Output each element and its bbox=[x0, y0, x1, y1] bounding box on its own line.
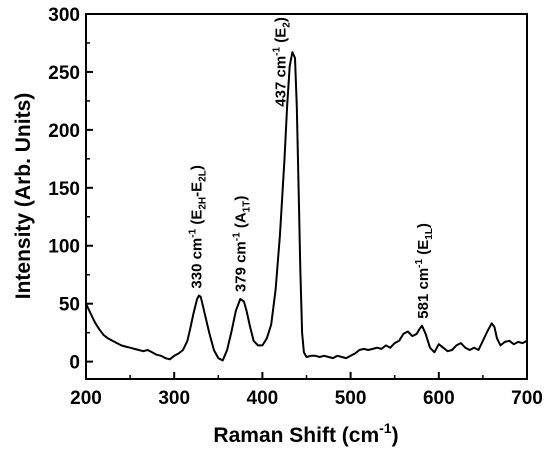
y-tick-label: 100 bbox=[48, 237, 80, 258]
peak-annotation-part: 437 cm bbox=[272, 56, 289, 107]
y-tick-label: 200 bbox=[48, 121, 80, 142]
y-tick-label: 50 bbox=[59, 295, 80, 316]
peak-annotation-part: -1 bbox=[271, 46, 282, 55]
peak-annotation-part: 2 bbox=[281, 22, 292, 28]
plot-frame bbox=[85, 13, 528, 380]
peak-annotation-part: -E bbox=[189, 182, 206, 197]
x-tick-label: 500 bbox=[335, 388, 367, 409]
x-axis-title-sup: -1 bbox=[379, 420, 392, 436]
x-tick-label: 300 bbox=[158, 388, 190, 409]
peak-annotation-part: (E bbox=[272, 28, 289, 47]
peak-annotation-part: 330 cm bbox=[189, 238, 206, 289]
peak-annotation-part: ) bbox=[233, 196, 250, 201]
peak-annotation-part: -1 bbox=[232, 232, 243, 241]
peak-annotation-part: 2L bbox=[198, 170, 209, 182]
y-tick-label: 0 bbox=[69, 353, 80, 374]
x-axis-title-main: Raman Shift (cm bbox=[213, 424, 379, 447]
y-axis-title: Intensity (Arb. Units) bbox=[12, 93, 35, 300]
y-tick-label: 300 bbox=[48, 5, 80, 26]
series-line bbox=[85, 51, 528, 362]
peak-annotation-part: 2H bbox=[198, 197, 209, 210]
peak-annotation-part: -1 bbox=[414, 258, 425, 267]
y-tick-label: 250 bbox=[48, 63, 80, 84]
peak-annotation-part: (A bbox=[233, 212, 250, 232]
y-ticks: 0 50 100 150 200 250 300 bbox=[48, 5, 93, 374]
x-axis-title-end: ) bbox=[392, 424, 399, 447]
peak-annotation-part: 1T bbox=[242, 201, 253, 213]
peak-annotation: 379 cm-1 (A1T) bbox=[232, 196, 253, 292]
x-tick-label: 700 bbox=[511, 388, 543, 409]
peak-annotation: 330 cm-1 (E2H-E2L) bbox=[188, 165, 209, 288]
peak-annotation: 437 cm-1 (E2) bbox=[271, 17, 292, 107]
x-tick-label: 600 bbox=[423, 388, 455, 409]
x-tick-label: 200 bbox=[70, 388, 102, 409]
peak-annotation-part: ) bbox=[272, 17, 289, 22]
x-axis-title: Raman Shift (cm-1) bbox=[213, 420, 398, 447]
peak-annotation-part: ) bbox=[189, 165, 206, 170]
peak-annotation: 581 cm-1 (E1L) bbox=[414, 223, 435, 319]
peak-annotation-part: (E bbox=[415, 240, 432, 259]
peak-annotation-part: ) bbox=[415, 223, 432, 228]
x-tick-label: 400 bbox=[247, 388, 279, 409]
peak-annotation-part: 379 cm bbox=[233, 241, 250, 292]
peak-annotation-part: -1 bbox=[188, 228, 199, 237]
x-ticks: 200 300 400 500 600 700 bbox=[70, 372, 543, 409]
y-tick-label: 150 bbox=[48, 179, 80, 200]
peak-annotations: 330 cm-1 (E2H-E2L)379 cm-1 (A1T)437 cm-1… bbox=[188, 17, 436, 319]
peak-annotation-part: 1L bbox=[424, 228, 435, 240]
peak-annotation-part: 581 cm bbox=[415, 268, 432, 319]
peak-annotation-part: (E bbox=[189, 210, 206, 229]
